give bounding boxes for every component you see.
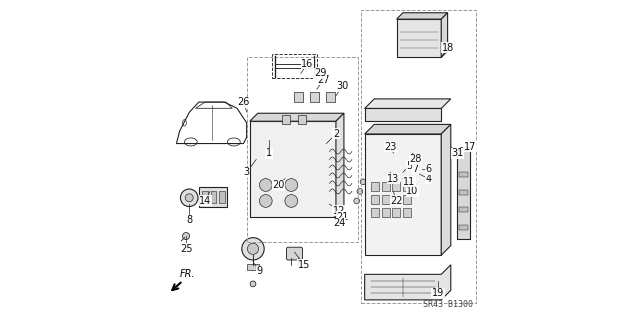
- Text: 17: 17: [464, 142, 476, 152]
- Bar: [403, 208, 411, 217]
- Polygon shape: [441, 124, 451, 255]
- Bar: [381, 195, 390, 204]
- Bar: [326, 92, 335, 102]
- Bar: [381, 208, 390, 217]
- Polygon shape: [365, 265, 451, 300]
- Bar: [459, 207, 468, 212]
- Bar: [371, 195, 379, 204]
- Bar: [371, 208, 379, 217]
- Text: 2: 2: [333, 129, 339, 139]
- Text: 4: 4: [426, 174, 431, 184]
- Text: FR.: FR.: [180, 269, 195, 279]
- Text: 10: 10: [406, 186, 419, 197]
- Bar: [403, 195, 411, 204]
- Text: 24: 24: [333, 218, 346, 228]
- Text: 16: 16: [301, 59, 314, 69]
- Text: 28: 28: [410, 154, 422, 165]
- Ellipse shape: [360, 179, 366, 185]
- Text: SR43 B1300: SR43 B1300: [423, 300, 473, 309]
- Bar: [202, 191, 208, 203]
- Text: 9: 9: [257, 266, 262, 276]
- Text: 13: 13: [387, 174, 399, 184]
- Polygon shape: [457, 150, 470, 239]
- Bar: [381, 182, 390, 191]
- Bar: [272, 54, 317, 78]
- Ellipse shape: [259, 179, 272, 191]
- Bar: [310, 92, 319, 102]
- Ellipse shape: [357, 189, 363, 194]
- Ellipse shape: [242, 238, 264, 260]
- Ellipse shape: [250, 281, 256, 287]
- Bar: [392, 195, 400, 204]
- Bar: [219, 191, 225, 203]
- Text: 23: 23: [384, 142, 396, 152]
- Ellipse shape: [285, 179, 298, 191]
- Polygon shape: [336, 113, 344, 217]
- Ellipse shape: [285, 195, 298, 207]
- Bar: [392, 208, 400, 217]
- Polygon shape: [441, 13, 447, 57]
- Bar: [298, 115, 306, 124]
- Text: 7: 7: [413, 164, 419, 174]
- Text: 12: 12: [333, 205, 346, 216]
- Text: 14: 14: [199, 196, 211, 206]
- Bar: [211, 191, 216, 203]
- Bar: [282, 115, 290, 124]
- Polygon shape: [397, 13, 447, 19]
- Ellipse shape: [259, 195, 272, 207]
- FancyBboxPatch shape: [287, 247, 303, 260]
- Bar: [294, 92, 303, 102]
- Text: 30: 30: [336, 81, 348, 91]
- Text: 20: 20: [273, 180, 285, 190]
- Text: 27: 27: [317, 75, 330, 85]
- Text: 31: 31: [451, 148, 463, 158]
- Text: 22: 22: [390, 196, 403, 206]
- Bar: [459, 190, 468, 195]
- Polygon shape: [365, 108, 441, 121]
- Bar: [246, 264, 259, 270]
- Bar: [392, 182, 400, 191]
- Text: 6: 6: [426, 164, 431, 174]
- Text: 29: 29: [314, 68, 326, 78]
- Text: 11: 11: [403, 177, 415, 187]
- Ellipse shape: [248, 243, 259, 255]
- Text: 3: 3: [244, 167, 250, 177]
- Text: 1: 1: [266, 148, 272, 158]
- Ellipse shape: [354, 198, 360, 204]
- Polygon shape: [250, 121, 336, 217]
- Ellipse shape: [182, 233, 189, 240]
- Text: 19: 19: [432, 288, 444, 299]
- Polygon shape: [250, 113, 344, 121]
- Text: 25: 25: [180, 244, 192, 254]
- Ellipse shape: [185, 194, 193, 202]
- Text: 21: 21: [336, 212, 349, 222]
- Bar: [459, 225, 468, 230]
- Bar: [371, 182, 379, 191]
- Text: 8: 8: [186, 215, 192, 225]
- Ellipse shape: [180, 189, 198, 207]
- Text: 18: 18: [442, 43, 454, 53]
- Text: 5: 5: [406, 161, 412, 171]
- Text: 15: 15: [298, 260, 310, 270]
- Bar: [459, 172, 468, 177]
- Text: 26: 26: [237, 97, 250, 107]
- Polygon shape: [365, 99, 451, 108]
- Bar: [199, 187, 227, 207]
- Polygon shape: [365, 124, 451, 134]
- Polygon shape: [397, 19, 441, 57]
- Bar: [403, 182, 411, 191]
- Polygon shape: [365, 134, 441, 255]
